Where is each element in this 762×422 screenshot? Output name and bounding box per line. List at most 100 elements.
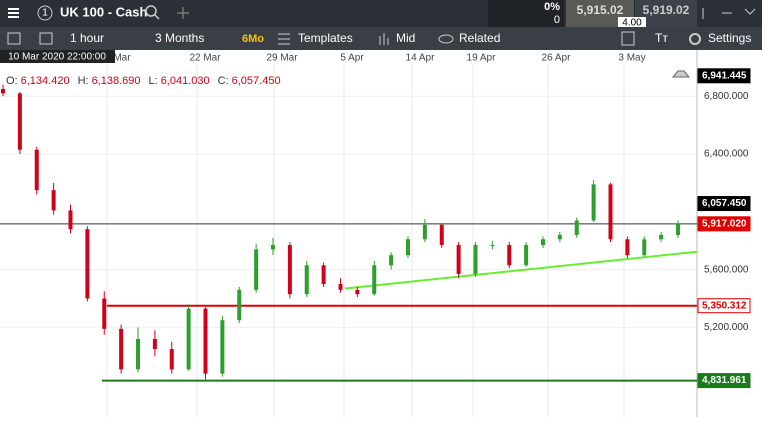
- price-tag: [697, 373, 751, 389]
- candle-body: [574, 220, 579, 235]
- candle-body: [321, 265, 326, 285]
- price-tag: [697, 68, 751, 84]
- candle-body: [119, 328, 124, 370]
- instrument-number: 1: [42, 8, 48, 19]
- instrument-name[interactable]: UK 100 - Cash: [60, 4, 147, 19]
- price-tag: [697, 298, 751, 314]
- change: 0: [554, 14, 560, 26]
- text-icon[interactable]: Tᴛ: [655, 31, 668, 45]
- candle-body: [271, 245, 275, 250]
- candle-body: [490, 245, 495, 247]
- candle-body: [304, 265, 309, 295]
- candle-body: [406, 239, 410, 256]
- y-tick-label: 5,600.000: [704, 264, 749, 275]
- range[interactable]: 3 Months: [155, 31, 204, 45]
- x-tick-label: 5 Apr: [340, 53, 364, 64]
- candle-body: [676, 223, 680, 235]
- candle-body: [102, 298, 107, 329]
- chart-area: [0, 50, 762, 417]
- buy-price: 5,919.02: [643, 3, 690, 17]
- price-tag: [697, 196, 751, 212]
- price-tag-label: 5,350.312: [702, 300, 747, 311]
- ohlc-value: 6,057.450: [232, 75, 281, 87]
- candle-body: [85, 229, 90, 299]
- ohlc-value: 6,041.030: [161, 75, 210, 87]
- candle-body: [473, 245, 478, 274]
- sell-price: 5,915.02: [577, 3, 624, 17]
- candle-body: [287, 245, 292, 295]
- x-tick-label: 3 May: [618, 53, 645, 64]
- x-tick-label: 22 Mar: [189, 53, 221, 64]
- candle-body: [389, 255, 394, 266]
- candle-body: [372, 265, 377, 295]
- candle-body: [1, 89, 5, 94]
- candle-body: [254, 249, 259, 290]
- spread: 4.00: [622, 18, 642, 29]
- price-tag-label: 6,941.445: [702, 70, 747, 81]
- candle-body: [659, 234, 664, 240]
- templates[interactable]: Templates: [298, 31, 353, 45]
- candle-body: [642, 239, 647, 256]
- candle-body: [237, 289, 242, 321]
- candle-body: [507, 245, 512, 266]
- related[interactable]: Related: [459, 31, 500, 45]
- candle-body: [220, 320, 225, 374]
- price-tag-label: 6,057.450: [702, 198, 747, 209]
- price-type[interactable]: Mid: [396, 31, 415, 45]
- drawing-icon[interactable]: [621, 31, 635, 46]
- ohlc-label: O:: [6, 75, 18, 87]
- y-tick-label: 5,200.000: [704, 322, 749, 333]
- tooltip-box: [0, 50, 115, 63]
- panel-icon[interactable]: [7, 32, 21, 45]
- candle-body: [34, 149, 39, 191]
- ohlc-label: C:: [218, 75, 229, 87]
- range-short[interactable]: 6Mo: [242, 33, 264, 45]
- y-tick-label: 6,800.000: [704, 91, 749, 102]
- instrument-badge: [37, 5, 53, 21]
- x-tick-label: 26 Apr: [542, 53, 572, 64]
- add-tab[interactable]: [177, 7, 189, 19]
- candle-body: [51, 190, 56, 211]
- trendline: [344, 250, 698, 290]
- layout-icon[interactable]: [39, 32, 53, 45]
- toolbar: 1 hour 3 Months 6Mo Templates Mid Relate…: [0, 27, 762, 50]
- y-tick-label: 6,400.000: [704, 149, 749, 160]
- candle-body: [68, 210, 73, 230]
- x-tick-label: 15 Mar: [99, 53, 131, 64]
- candle-body: [136, 338, 140, 370]
- candle-body: [422, 224, 427, 240]
- candle-body: [169, 349, 174, 370]
- top-bar: 1 UK 100 - Cash 0% 0 5,915.02 5,919.02 4…: [0, 0, 762, 29]
- tooltip-date: 10 Mar 2020 22:00:00: [8, 52, 106, 63]
- ohlc-value: 6,134.420: [21, 75, 70, 87]
- x-tick-label: 14 Apr: [406, 53, 436, 64]
- search-icon[interactable]: [145, 5, 160, 20]
- candle-body: [152, 338, 157, 350]
- ohlc-value: 6,138.690: [92, 75, 141, 87]
- price-tag: [697, 216, 751, 232]
- menu-button[interactable]: [8, 8, 19, 18]
- price-tag-label: 5,917.020: [702, 218, 747, 229]
- x-tick-label: 19 Apr: [467, 53, 497, 64]
- candle-body: [17, 93, 22, 150]
- candle-body: [203, 308, 208, 374]
- price-tag-label: 4,831.961: [702, 375, 747, 386]
- candle-body: [456, 245, 461, 274]
- candle-body: [541, 239, 545, 246]
- candle-body: [608, 184, 613, 240]
- candle-body: [439, 224, 444, 246]
- candle-body: [625, 239, 630, 256]
- window-icons[interactable]: [702, 8, 756, 19]
- settings[interactable]: Settings: [708, 31, 751, 45]
- change-pct: 0%: [544, 1, 560, 13]
- ohlc-label: H:: [78, 75, 89, 87]
- interval[interactable]: 1 hour: [70, 31, 104, 45]
- candle-body: [591, 184, 596, 221]
- scroll-button[interactable]: [671, 70, 691, 78]
- candle-body: [557, 234, 562, 240]
- ohlc-label: L:: [149, 75, 158, 87]
- x-tick-label: 29 Mar: [266, 53, 298, 64]
- candle-body: [355, 289, 360, 295]
- candle-body: [186, 308, 191, 370]
